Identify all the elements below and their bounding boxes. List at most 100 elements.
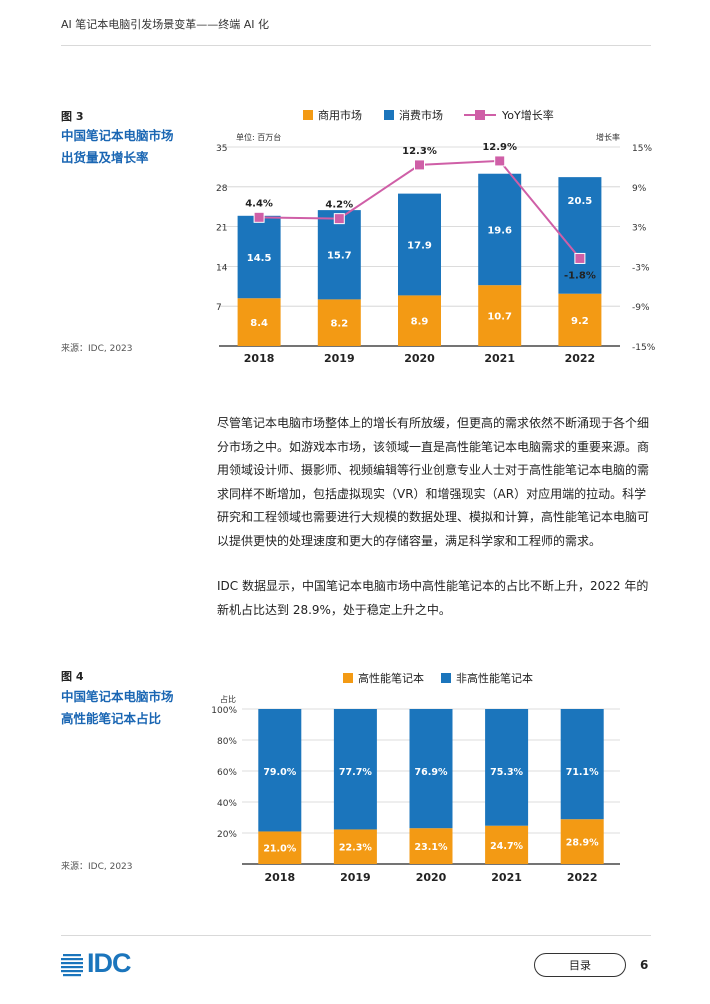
data-label-consumer: 17.9	[407, 241, 432, 252]
yoy-marker	[333, 213, 345, 225]
x-tick-label: 2018	[244, 352, 275, 365]
x-tick-label: 2022	[565, 352, 596, 365]
yoy-data-label: -1.8%	[564, 270, 596, 281]
running-header: AI 笔记本电脑引发场景变革——终端 AI 化	[61, 18, 270, 31]
y-axis-title: 占比	[220, 694, 236, 704]
data-label-non-high-perf: 77.7%	[339, 767, 372, 778]
y2-tick-label: -15%	[632, 343, 656, 353]
yoy-data-label: 4.2%	[325, 200, 353, 211]
paragraph-2: IDC 数据显示，中国笔记本电脑市场中高性能笔记本的占比不断上升，2022 年的…	[217, 579, 649, 617]
y-tick-label: 14	[216, 263, 228, 273]
data-label-high-perf: 21.0%	[263, 844, 296, 855]
data-label-commercial: 9.2	[571, 316, 589, 327]
data-label-high-perf: 22.3%	[339, 843, 372, 854]
x-tick-label: 2021	[484, 352, 515, 365]
data-label-consumer: 15.7	[327, 251, 352, 262]
bar-high-perf	[485, 825, 529, 864]
body-text: 尽管笔记本电脑市场整体上的增长有所放缓，但更高的需求依然不断涌现于各个细分市场之…	[217, 412, 655, 622]
legend-label-commercial: 商用市场	[318, 108, 362, 122]
header-divider	[61, 45, 651, 46]
legend-marker-yoy	[475, 110, 485, 120]
bar-commercial	[237, 298, 281, 346]
fig4-title: 中国笔记本电脑市场 高性能笔记本占比	[61, 686, 174, 730]
legend-swatch-non-high-perf	[441, 673, 451, 683]
bar-consumer	[558, 177, 602, 294]
bar-commercial	[478, 285, 522, 346]
x-tick-label: 2019	[340, 871, 371, 884]
y-tick-label: 20%	[217, 830, 237, 840]
y-tick-label: 40%	[217, 799, 237, 809]
y-tick-label: 7	[216, 303, 222, 313]
yoy-data-label: 12.3%	[402, 146, 437, 157]
data-label-non-high-perf: 76.9%	[415, 767, 448, 778]
footer-divider	[61, 935, 651, 936]
legend-label-high-perf: 高性能笔记本	[358, 671, 424, 685]
bar-non-high-perf	[409, 709, 453, 829]
bar-non-high-perf	[333, 709, 377, 830]
legend-label-yoy: YoY增长率	[501, 108, 554, 122]
y-tick-label: 21	[216, 224, 227, 234]
yoy-data-label: 12.9%	[482, 142, 517, 153]
yoy-marker	[574, 252, 586, 264]
data-label-consumer: 14.5	[247, 253, 272, 264]
data-label-non-high-perf: 75.3%	[490, 767, 523, 778]
y-tick-label: 35	[216, 144, 227, 154]
legend-label-consumer: 消费市场	[399, 108, 443, 122]
bar-consumer	[478, 173, 522, 286]
y-tick-label: 100%	[211, 706, 237, 716]
legend-swatch-high-perf	[343, 673, 353, 683]
x-tick-label: 2020	[404, 352, 435, 365]
bar-high-perf	[258, 831, 302, 864]
fig3-title: 中国笔记本电脑市场 出货量及增长率	[61, 125, 174, 169]
data-label-consumer: 20.5	[568, 196, 593, 207]
paragraph-1: 尽管笔记本电脑市场整体上的增长有所放缓，但更高的需求依然不断涌现于各个细分市场之…	[217, 416, 650, 548]
idc-logo-mark	[61, 954, 83, 977]
bar-consumer	[398, 193, 441, 296]
y2-tick-label: -9%	[632, 303, 650, 313]
toc-button[interactable]: 目录	[534, 953, 626, 977]
bar-commercial	[317, 299, 361, 346]
yoy-data-label: 4.4%	[245, 198, 273, 209]
data-label-high-perf: 23.1%	[415, 842, 448, 853]
bar-non-high-perf	[560, 709, 604, 820]
y2-tick-label: -3%	[632, 263, 650, 273]
y2-tick-label: 3%	[632, 224, 647, 234]
y-tick-label: 28	[216, 184, 228, 194]
y2-tick-label: 15%	[632, 144, 652, 154]
idc-logo-text: IDC	[87, 948, 131, 978]
bar-non-high-perf	[258, 709, 302, 832]
fig4-title-line1: 中国笔记本电脑市场	[61, 689, 174, 704]
legend-swatch-consumer	[384, 110, 394, 120]
y-tick-label: 60%	[217, 768, 237, 778]
y-tick-label: 80%	[217, 737, 237, 747]
yoy-marker	[414, 159, 425, 171]
y2-axis-title: 增长率	[596, 132, 620, 142]
yoy-marker	[494, 155, 506, 167]
x-tick-label: 2020	[416, 871, 447, 884]
bar-commercial	[398, 295, 441, 346]
data-label-non-high-perf: 71.1%	[566, 767, 599, 778]
fig4-source: 来源：IDC, 2023	[61, 862, 133, 872]
bar-high-perf	[333, 829, 377, 864]
data-label-high-perf: 28.9%	[566, 838, 599, 849]
fig3-label: 图 3	[61, 110, 84, 123]
fig4-title-line2: 高性能笔记本占比	[61, 711, 162, 726]
x-tick-label: 2018	[264, 871, 295, 884]
data-label-commercial: 8.9	[411, 317, 429, 328]
idc-logo: IDC	[61, 948, 151, 980]
fig4-label: 图 4	[61, 670, 84, 683]
page-number: 6	[640, 958, 649, 972]
x-tick-label: 2022	[567, 871, 598, 884]
data-label-commercial: 8.2	[330, 319, 348, 330]
y2-tick-label: 9%	[632, 184, 647, 194]
data-label-commercial: 8.4	[250, 318, 268, 329]
data-label-non-high-perf: 79.0%	[263, 767, 296, 778]
data-label-commercial: 10.7	[487, 312, 512, 323]
bar-consumer	[317, 210, 361, 300]
yoy-marker	[253, 211, 265, 223]
y-axis-title: 单位: 百万台	[236, 132, 281, 142]
fig3-title-line2: 出货量及增长率	[61, 150, 149, 165]
data-label-high-perf: 24.7%	[490, 841, 523, 852]
